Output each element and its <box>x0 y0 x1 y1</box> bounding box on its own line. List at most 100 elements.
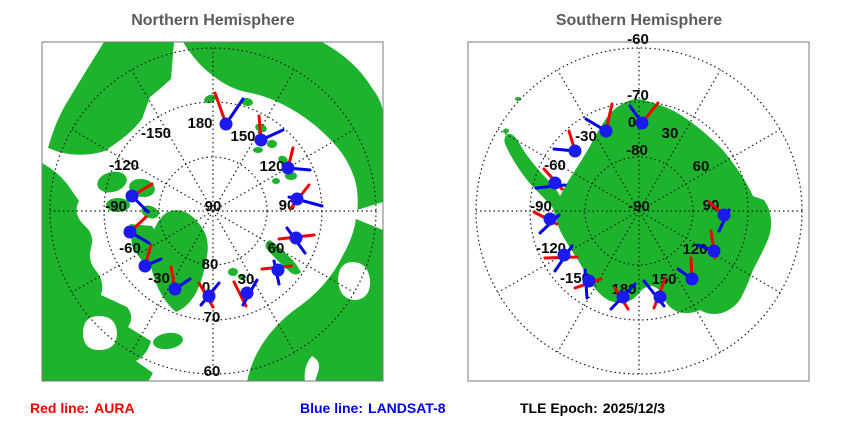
meridian-label: -90 <box>530 198 552 215</box>
parallel-label: 90 <box>205 198 222 215</box>
sea-inlet <box>338 262 371 300</box>
landmass <box>48 42 174 155</box>
satellite-marker <box>138 243 163 273</box>
legend-red-satellite: AURA <box>94 400 134 416</box>
meridian-label: 30 <box>238 271 255 288</box>
south-frame <box>467 41 810 382</box>
meridian-line <box>212 210 355 294</box>
island <box>515 97 521 101</box>
island <box>253 147 263 153</box>
meridian-label: -150 <box>560 270 590 287</box>
satellite-marker <box>707 200 731 233</box>
meridian-line <box>556 210 640 353</box>
satellite-marker <box>543 244 579 273</box>
satellite-marker <box>168 265 192 296</box>
satellite-position-dot <box>557 248 571 262</box>
tle-epoch-date: 2025/12/3 <box>603 400 665 416</box>
legend-red-line: Red line: AURA <box>30 400 135 416</box>
meridian-label: -90 <box>105 198 127 215</box>
meridian-label: 30 <box>662 125 679 142</box>
meridian-line <box>71 128 214 212</box>
satellite-marker <box>573 268 603 300</box>
parallel-label: -90 <box>628 198 650 215</box>
satellite-position-dot <box>138 259 152 273</box>
island <box>97 171 127 193</box>
satellite-position-dot <box>568 144 582 158</box>
satellite-position-dot <box>240 286 254 300</box>
tle-epoch: TLE Epoch: 2025/12/3 <box>520 400 665 416</box>
island <box>106 198 130 212</box>
satellite-position-dot <box>707 244 721 258</box>
meridian-line <box>212 210 296 353</box>
satellite-marker <box>584 102 614 138</box>
parallel-label: -60 <box>627 31 649 48</box>
satellite-position-dot <box>635 116 649 130</box>
satellite-position-dot <box>616 290 630 304</box>
satellite-marker <box>281 146 312 175</box>
meridian-line <box>556 69 640 212</box>
tle-epoch-label: TLE Epoch: <box>520 400 598 416</box>
satellite-marker <box>277 226 316 255</box>
satellite-position-dot <box>289 231 303 245</box>
island <box>272 178 280 184</box>
north-frame <box>41 41 384 382</box>
meridian-label: 60 <box>693 158 710 175</box>
satellite-marker <box>609 282 637 311</box>
satellite-marker <box>696 229 721 260</box>
landmass <box>148 210 208 312</box>
satellite-position-dot <box>582 274 596 288</box>
satellite-marker <box>123 215 151 245</box>
satellite-position-dot <box>653 290 667 304</box>
parallel-label: 60 <box>204 363 221 380</box>
satellite-position-dot <box>290 192 304 206</box>
satellite-marker <box>642 277 667 310</box>
sea-inlet <box>304 356 320 381</box>
parallel-label: -70 <box>627 87 649 104</box>
parallel-label: 70 <box>204 309 221 326</box>
satellite-marker <box>287 183 324 210</box>
satellite-marker <box>628 101 660 130</box>
meridian-line <box>638 210 722 353</box>
meridian-label: 150 <box>230 128 255 145</box>
satellite-position-dot <box>548 176 562 190</box>
meridian-line <box>638 128 781 212</box>
island <box>153 332 183 350</box>
landmass <box>42 163 153 381</box>
satellite-position-dot <box>599 124 613 138</box>
meridian-label: 60 <box>268 240 285 257</box>
satellite-position-dot <box>202 289 216 303</box>
satellite-position-dot <box>125 189 139 203</box>
satellite-position-dot <box>281 161 295 175</box>
satellite-marker <box>197 281 221 309</box>
satellite-position-dot <box>543 212 557 226</box>
satellite-position-dot <box>717 208 731 222</box>
landmass <box>183 42 383 381</box>
meridian-label: 120 <box>682 241 707 258</box>
meridian-label: -30 <box>148 270 170 287</box>
satellite-marker <box>232 278 259 308</box>
parallel-label: -80 <box>626 142 648 159</box>
meridian-label: -150 <box>141 125 171 142</box>
meridian-line <box>130 69 214 212</box>
sea-inlet <box>344 202 383 230</box>
meridian-label: -120 <box>109 157 139 174</box>
meridian-line <box>71 210 214 294</box>
south-polar-map: 0306090120150180-150-120-90-60-30-60-70-… <box>467 31 810 382</box>
north-labels: 1801501209060300-30-60-90-120-1509080706… <box>105 115 295 380</box>
satellite-position-dot <box>271 263 285 277</box>
island <box>204 94 216 104</box>
satellite-position-dot <box>123 225 137 239</box>
satellite-marker <box>125 182 154 214</box>
meridian-label: 0 <box>628 114 636 131</box>
satellite-marker <box>532 210 561 235</box>
meridian-line <box>212 69 296 212</box>
island <box>238 274 246 280</box>
meridian-label: -30 <box>575 128 597 145</box>
satellite-marker <box>676 256 699 286</box>
legend-blue-line: Blue line: LANDSAT-8 <box>300 400 446 416</box>
landmass <box>130 224 166 268</box>
south-graticule <box>475 47 803 375</box>
satellite-marker <box>213 91 245 131</box>
